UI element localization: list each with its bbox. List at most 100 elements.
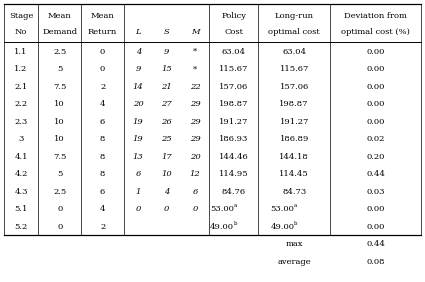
Text: 19: 19 — [133, 135, 144, 143]
Text: 5: 5 — [57, 65, 62, 73]
Text: Long-run: Long-run — [275, 12, 314, 20]
Text: 186.89: 186.89 — [280, 135, 309, 143]
Text: 84.73: 84.73 — [282, 188, 306, 196]
Text: 2: 2 — [100, 83, 105, 91]
Text: 0: 0 — [192, 205, 198, 213]
Text: 10: 10 — [54, 100, 65, 108]
Text: Policy: Policy — [221, 12, 246, 20]
Text: 0.00: 0.00 — [366, 118, 385, 126]
Text: b: b — [234, 221, 237, 226]
Text: 7.5: 7.5 — [53, 153, 66, 161]
Text: 29: 29 — [190, 135, 200, 143]
Text: 10: 10 — [161, 170, 172, 178]
Text: 15: 15 — [161, 65, 172, 73]
Text: 4: 4 — [136, 48, 141, 56]
Text: 4: 4 — [164, 188, 169, 196]
Text: 191.27: 191.27 — [219, 118, 249, 126]
Text: 8: 8 — [100, 153, 105, 161]
Text: 1.1: 1.1 — [14, 48, 28, 56]
Text: 0.00: 0.00 — [366, 65, 385, 73]
Text: S: S — [164, 28, 170, 36]
Text: 17: 17 — [161, 153, 172, 161]
Text: 6: 6 — [100, 118, 105, 126]
Text: 3: 3 — [18, 135, 24, 143]
Text: 5.2: 5.2 — [14, 223, 28, 231]
Text: 0: 0 — [100, 65, 105, 73]
Text: M: M — [191, 28, 199, 36]
Text: 0.44: 0.44 — [366, 240, 385, 248]
Text: a: a — [294, 203, 297, 208]
Text: 7.5: 7.5 — [53, 83, 66, 91]
Text: *: * — [193, 65, 197, 73]
Text: 0.08: 0.08 — [366, 258, 385, 266]
Text: Stage: Stage — [9, 12, 33, 20]
Text: *: * — [193, 48, 197, 56]
Text: 4.2: 4.2 — [14, 170, 28, 178]
Text: 2: 2 — [100, 223, 105, 231]
Text: 157.06: 157.06 — [219, 83, 248, 91]
Text: 0: 0 — [164, 205, 169, 213]
Text: 114.95: 114.95 — [219, 170, 249, 178]
Text: 8: 8 — [100, 135, 105, 143]
Text: 114.45: 114.45 — [279, 170, 309, 178]
Text: 0.00: 0.00 — [366, 83, 385, 91]
Text: 5: 5 — [57, 170, 62, 178]
Text: 10: 10 — [54, 135, 65, 143]
Text: 5.1: 5.1 — [14, 205, 28, 213]
Text: 4.3: 4.3 — [14, 188, 28, 196]
Text: 115.67: 115.67 — [280, 65, 309, 73]
Text: 8: 8 — [100, 170, 105, 178]
Text: 84.76: 84.76 — [222, 188, 246, 196]
Text: No: No — [15, 28, 27, 36]
Text: 198.87: 198.87 — [219, 100, 249, 108]
Text: max: max — [286, 240, 303, 248]
Text: 2.5: 2.5 — [53, 48, 66, 56]
Text: optimal cost: optimal cost — [268, 28, 320, 36]
Text: Return: Return — [88, 28, 117, 36]
Text: 14: 14 — [133, 83, 144, 91]
Text: 19: 19 — [133, 118, 144, 126]
Text: 2.3: 2.3 — [14, 118, 28, 126]
Text: 9: 9 — [164, 48, 169, 56]
Text: L: L — [136, 28, 141, 36]
Text: 27: 27 — [161, 100, 172, 108]
Text: 29: 29 — [190, 118, 200, 126]
Text: 29: 29 — [190, 100, 200, 108]
Text: 2.1: 2.1 — [14, 83, 28, 91]
Text: b: b — [294, 221, 298, 226]
Text: 10: 10 — [54, 118, 65, 126]
Text: 0: 0 — [57, 223, 62, 231]
Text: 1.2: 1.2 — [14, 65, 28, 73]
Text: 63.04: 63.04 — [222, 48, 246, 56]
Text: 186.93: 186.93 — [219, 135, 249, 143]
Text: 0: 0 — [100, 48, 105, 56]
Text: 6: 6 — [100, 188, 105, 196]
Text: 49.00: 49.00 — [210, 223, 234, 231]
Text: 26: 26 — [161, 118, 172, 126]
Text: 157.06: 157.06 — [280, 83, 309, 91]
Text: 53.00: 53.00 — [210, 205, 234, 213]
Text: 0: 0 — [136, 205, 141, 213]
Text: 0.00: 0.00 — [366, 48, 385, 56]
Text: 115.67: 115.67 — [219, 65, 249, 73]
Text: Mean: Mean — [48, 12, 71, 20]
Text: optimal cost (%): optimal cost (%) — [341, 28, 410, 36]
Text: 4.1: 4.1 — [14, 153, 28, 161]
Text: 0: 0 — [57, 205, 62, 213]
Text: 12: 12 — [190, 170, 200, 178]
Text: 9: 9 — [136, 65, 141, 73]
Text: Mean: Mean — [91, 12, 114, 20]
Text: 6: 6 — [136, 170, 141, 178]
Text: 0.00: 0.00 — [366, 100, 385, 108]
Text: 0.44: 0.44 — [366, 170, 385, 178]
Text: 0.00: 0.00 — [366, 223, 385, 231]
Text: Deviation from: Deviation from — [344, 12, 407, 20]
Text: a: a — [234, 203, 237, 208]
Text: average: average — [278, 258, 311, 266]
Text: 144.18: 144.18 — [279, 153, 309, 161]
Text: 53.00: 53.00 — [270, 205, 294, 213]
Text: 198.87: 198.87 — [280, 100, 309, 108]
Text: 0.20: 0.20 — [366, 153, 385, 161]
Text: 21: 21 — [161, 83, 172, 91]
Text: 25: 25 — [161, 135, 172, 143]
